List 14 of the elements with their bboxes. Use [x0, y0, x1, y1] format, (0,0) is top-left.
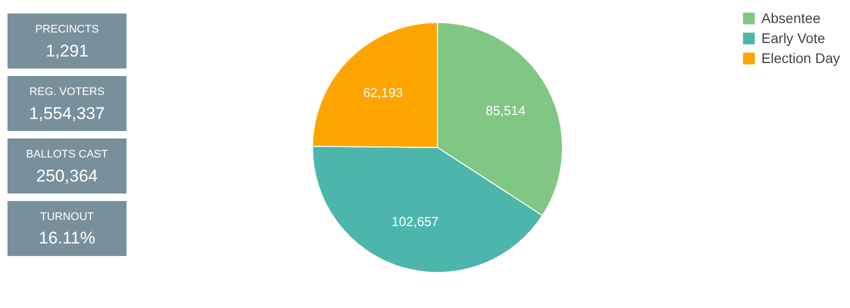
data-label: 85,514	[486, 102, 526, 118]
text: 1,554,337	[29, 104, 105, 123]
legend-label: Early Vote	[761, 30, 826, 46]
text: PRECINCTS	[35, 24, 99, 36]
text: BALLOTS CAST	[26, 148, 108, 160]
text: 1,291	[46, 42, 88, 60]
text: 250,364	[36, 166, 98, 186]
legend-label: Election Day	[761, 50, 840, 66]
text: 16.11%	[38, 228, 96, 248]
data-label: 102,657	[392, 214, 439, 230]
legend-label: Absentee	[761, 10, 821, 26]
text: REG. VOTERS	[29, 86, 105, 98]
text: TURNOUT	[40, 211, 94, 223]
data-label: 62,193	[363, 84, 403, 100]
